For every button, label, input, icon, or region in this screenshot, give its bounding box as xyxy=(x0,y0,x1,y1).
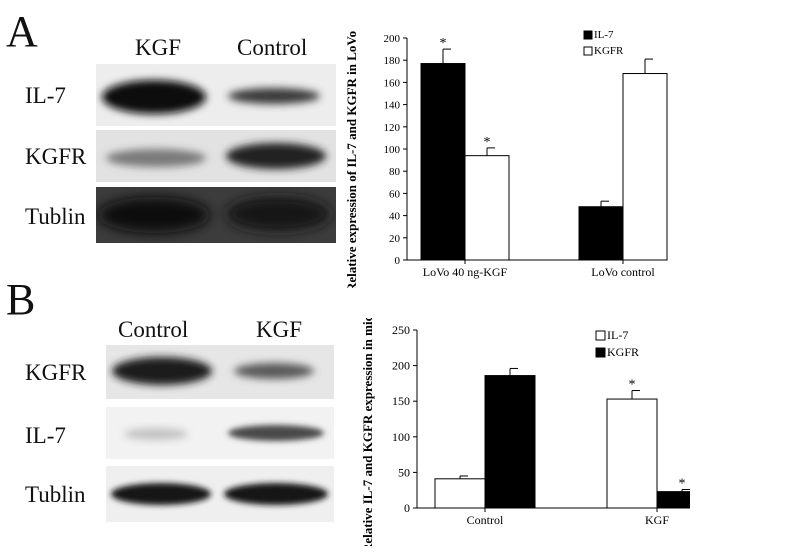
y-tick-label: 20 xyxy=(389,233,401,245)
panel-letter-a: A xyxy=(6,7,38,56)
y-tick-label: 150 xyxy=(392,394,410,408)
significance-asterisk: * xyxy=(440,36,447,51)
x-tick-label: LoVo 40 ng-KGF xyxy=(423,265,508,279)
y-axis-label: Relative expression of IL-7 and KGFR in … xyxy=(344,28,359,288)
legend-swatch xyxy=(595,347,606,358)
bar xyxy=(484,375,536,509)
y-tick-label: 50 xyxy=(398,465,410,479)
y-tick-label: 80 xyxy=(389,166,401,178)
row-label-il7-b: IL-7 xyxy=(25,423,66,448)
blot-b-tublin xyxy=(106,466,334,522)
y-tick-label: 100 xyxy=(384,144,401,156)
x-tick-label: LoVo control xyxy=(591,265,655,279)
legend-label: KGFR xyxy=(607,345,639,359)
y-tick-label: 100 xyxy=(392,430,410,444)
x-tick-label: KGF xyxy=(645,513,669,527)
y-tick-label: 0 xyxy=(404,501,410,515)
lane-label-kgf-b: KGF xyxy=(256,317,303,342)
blot-a-tublin xyxy=(96,187,336,243)
y-tick-label: 140 xyxy=(384,100,401,112)
blot-a-kgfr xyxy=(96,130,336,182)
panel-letter-b: B xyxy=(6,275,36,324)
y-axis-label: Relative IL-7 and KGFR expression in mic… xyxy=(360,318,375,546)
blot-b-il7 xyxy=(106,407,334,459)
bar xyxy=(606,398,658,509)
bar xyxy=(464,155,510,261)
row-label-kgfr-b: KGFR xyxy=(25,360,87,385)
bar xyxy=(420,63,466,261)
y-tick-label: 0 xyxy=(395,255,401,267)
legend-label: KGFR xyxy=(594,45,624,57)
y-tick-label: 120 xyxy=(384,122,401,134)
y-tick-label: 200 xyxy=(392,359,410,373)
lane-label-control: Control xyxy=(237,35,308,60)
lane-label-kgf: KGF xyxy=(135,35,182,60)
row-label-il7: IL-7 xyxy=(25,83,66,108)
legend-swatch xyxy=(583,30,593,40)
row-label-tublin: Tublin xyxy=(25,204,86,229)
legend-label: IL-7 xyxy=(607,328,628,342)
legend-swatch xyxy=(583,46,593,56)
significance-asterisk: * xyxy=(629,378,636,393)
y-tick-label: 40 xyxy=(389,211,401,223)
legend-swatch xyxy=(595,330,606,341)
blot-a-il7 xyxy=(96,64,336,126)
bar xyxy=(622,73,668,261)
significance-asterisk: * xyxy=(484,135,491,150)
legend-label: IL-7 xyxy=(594,29,614,41)
y-tick-label: 60 xyxy=(389,188,401,200)
row-label-kgfr: KGFR xyxy=(25,144,87,169)
chart-a: 0 20 40 60 80 100 120 140 160 180 200 Relative expr… xyxy=(344,28,668,288)
y-tick-label: 200 xyxy=(384,33,401,45)
bar xyxy=(578,206,624,261)
y-tick-label: 160 xyxy=(384,77,401,89)
bar xyxy=(656,491,690,509)
y-tick-label: 180 xyxy=(384,55,401,67)
x-tick-label: Control xyxy=(467,513,504,527)
chart-b: 0 50 100 150 200 250 Relative IL-7 and KGFR ex… xyxy=(360,318,690,546)
bar xyxy=(434,478,486,509)
significance-asterisk: * xyxy=(679,476,686,491)
y-tick-label: 250 xyxy=(392,323,410,337)
blot-b-kgfr xyxy=(106,345,334,399)
lane-label-control-b: Control xyxy=(118,317,189,342)
row-label-tublin-b: Tublin xyxy=(25,482,86,507)
